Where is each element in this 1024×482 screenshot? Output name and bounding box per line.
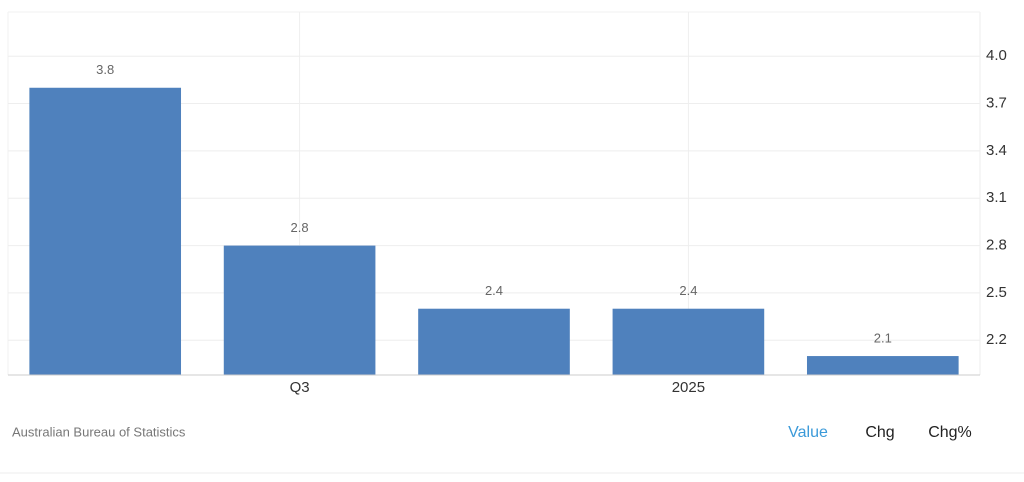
y-tick-label: 3.1	[986, 189, 1007, 206]
y-tick-label: 3.7	[986, 95, 1007, 112]
data-label: 2.4	[679, 283, 697, 298]
data-label: 2.8	[291, 220, 309, 235]
bar	[806, 356, 959, 375]
x-tick-label: Q3	[290, 379, 310, 396]
tab[interactable]: Value	[788, 424, 828, 441]
x-tick-label: 2025	[672, 379, 705, 396]
bar	[29, 87, 182, 375]
bar	[612, 308, 765, 375]
bar	[418, 308, 570, 375]
y-tick-label: 2.8	[986, 237, 1007, 254]
source: Australian Bureau of Statistics	[12, 424, 186, 439]
y-tick-label: 2.2	[986, 331, 1007, 348]
y-tick-label: 4.0	[986, 47, 1007, 64]
y-tick-label: 3.4	[986, 142, 1007, 159]
y-tick-label: 2.5	[986, 284, 1007, 301]
data-label: 3.8	[96, 62, 114, 77]
bar	[223, 245, 376, 375]
tab[interactable]: Chg	[865, 424, 894, 441]
tab[interactable]: Chg%	[928, 424, 972, 441]
data-label: 2.4	[485, 283, 503, 298]
data-label: 2.1	[874, 330, 892, 345]
